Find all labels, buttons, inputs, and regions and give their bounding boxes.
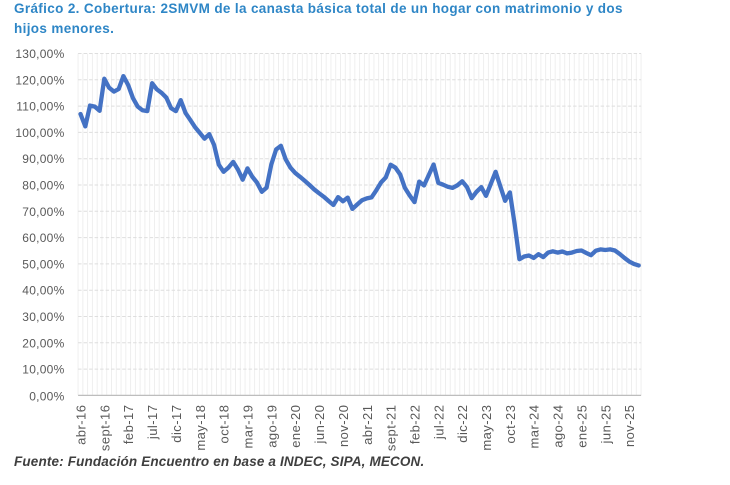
svg-text:abr-21: abr-21: [360, 405, 375, 445]
svg-text:90,00%: 90,00%: [22, 152, 64, 166]
svg-text:may-23: may-23: [479, 405, 494, 451]
svg-text:dic-22: dic-22: [455, 405, 470, 443]
svg-text:jul-17: jul-17: [145, 405, 160, 441]
svg-text:80,00%: 80,00%: [22, 179, 64, 193]
svg-text:oct-18: oct-18: [217, 405, 232, 444]
svg-text:70,00%: 70,00%: [22, 205, 64, 219]
svg-text:dic-17: dic-17: [169, 405, 184, 443]
svg-text:110,00%: 110,00%: [16, 100, 64, 114]
svg-text:jun-25: jun-25: [598, 405, 613, 445]
svg-text:20,00%: 20,00%: [22, 336, 64, 350]
svg-text:mar-24: mar-24: [527, 405, 542, 449]
svg-text:100,00%: 100,00%: [15, 126, 64, 140]
svg-text:jun-20: jun-20: [312, 405, 327, 445]
svg-text:30,00%: 30,00%: [22, 310, 64, 324]
svg-text:40,00%: 40,00%: [22, 284, 64, 298]
svg-text:50,00%: 50,00%: [22, 257, 64, 271]
svg-text:sept-16: sept-16: [97, 405, 112, 452]
svg-text:60,00%: 60,00%: [22, 231, 64, 245]
svg-text:jul-22: jul-22: [431, 405, 446, 441]
svg-text:feb-17: feb-17: [121, 405, 136, 445]
svg-text:ene-20: ene-20: [288, 405, 303, 448]
svg-text:0,00%: 0,00%: [29, 390, 64, 404]
svg-text:sept-21: sept-21: [384, 405, 399, 452]
svg-text:mar-19: mar-19: [241, 405, 256, 449]
svg-text:may-18: may-18: [193, 405, 208, 451]
svg-text:ago-19: ago-19: [264, 405, 279, 448]
svg-text:nov-20: nov-20: [336, 405, 351, 447]
svg-text:ago-24: ago-24: [551, 405, 566, 448]
svg-text:feb-22: feb-22: [408, 405, 423, 445]
svg-text:nov-25: nov-25: [622, 405, 637, 447]
svg-text:abr-16: abr-16: [74, 405, 89, 445]
svg-text:10,00%: 10,00%: [22, 363, 64, 377]
svg-text:130,00%: 130,00%: [15, 47, 64, 61]
svg-text:ene-25: ene-25: [575, 405, 590, 448]
svg-text:120,00%: 120,00%: [15, 73, 64, 87]
svg-text:oct-23: oct-23: [503, 405, 518, 444]
